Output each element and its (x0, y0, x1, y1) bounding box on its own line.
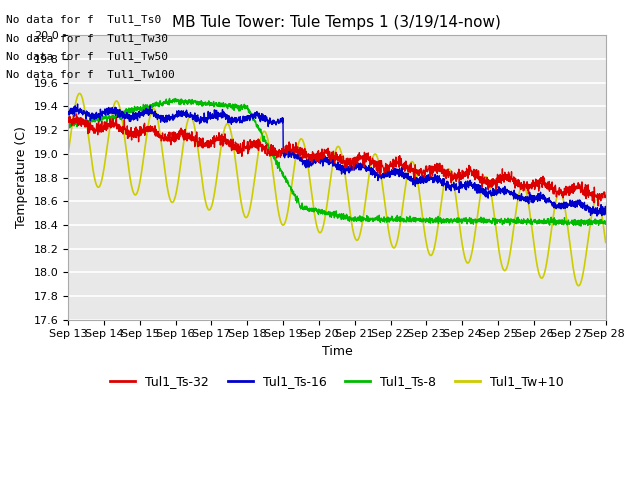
Tul1_Tw+10 (587, 219, 595, 225)
Tul1_Ts-32 (312, 151, 319, 157)
Tul1_Ts-16 (586, 204, 594, 210)
Tul1_Ts-32 (586, 191, 594, 196)
Tul1_Ts-16 (488, 190, 495, 196)
Tul1_Ts-8 (312, 205, 319, 211)
Tul1_Tw+10 (602, 240, 609, 245)
Line: Tul1_Tw+10: Tul1_Tw+10 (68, 94, 605, 286)
Tul1_Ts-8 (577, 223, 585, 229)
Tul1_Ts-16 (312, 160, 319, 166)
Tul1_Ts-16 (586, 208, 594, 214)
Tul1_Ts-16 (74, 101, 81, 107)
Tul1_Ts-16 (326, 154, 333, 159)
Tul1_Tw+10 (64, 151, 72, 156)
Tul1_Tw+10 (488, 193, 495, 199)
Title: MB Tule Tower: Tule Temps 1 (3/19/14-now): MB Tule Tower: Tule Temps 1 (3/19/14-now… (172, 15, 501, 30)
Tul1_Ts-32 (595, 203, 602, 209)
Tul1_Tw+10 (586, 221, 594, 227)
Line: Tul1_Ts-32: Tul1_Ts-32 (68, 114, 605, 206)
Tul1_Tw+10 (326, 181, 333, 187)
Tul1_Ts-32 (586, 192, 594, 198)
Tul1_Tw+10 (575, 283, 582, 288)
Tul1_Ts-8 (602, 221, 609, 227)
Tul1_Ts-16 (593, 213, 601, 219)
Tul1_Tw+10 (76, 91, 84, 96)
Tul1_Ts-16 (64, 110, 72, 116)
Text: No data for f  Tul1_Tw30: No data for f Tul1_Tw30 (6, 33, 168, 44)
Tul1_Ts-16 (602, 206, 609, 212)
Line: Tul1_Ts-8: Tul1_Ts-8 (68, 98, 605, 226)
Line: Tul1_Ts-16: Tul1_Ts-16 (68, 104, 605, 216)
Tul1_Ts-32 (602, 194, 609, 200)
Tul1_Ts-8 (587, 221, 595, 227)
Y-axis label: Temperature (C): Temperature (C) (15, 127, 28, 228)
X-axis label: Time: Time (321, 345, 352, 358)
Text: No data for f  Tul1_Tw50: No data for f Tul1_Tw50 (6, 51, 168, 62)
Tul1_Tw+10 (92, 180, 100, 186)
Text: No data for f  Tul1_Tw100: No data for f Tul1_Tw100 (6, 69, 175, 80)
Tul1_Ts-8 (488, 221, 495, 227)
Tul1_Ts-16 (92, 111, 100, 117)
Tul1_Ts-8 (166, 96, 173, 101)
Tul1_Ts-32 (73, 111, 81, 117)
Tul1_Ts-8 (64, 122, 72, 128)
Legend: Tul1_Ts-32, Tul1_Ts-16, Tul1_Ts-8, Tul1_Tw+10: Tul1_Ts-32, Tul1_Ts-16, Tul1_Ts-8, Tul1_… (105, 370, 568, 393)
Tul1_Ts-32 (64, 118, 72, 123)
Text: No data for f  Tul1_Ts0: No data for f Tul1_Ts0 (6, 14, 162, 25)
Tul1_Tw+10 (312, 217, 319, 223)
Tul1_Ts-32 (326, 153, 333, 159)
Tul1_Ts-8 (92, 115, 99, 120)
Tul1_Ts-32 (488, 180, 495, 185)
Tul1_Ts-32 (92, 129, 100, 134)
Tul1_Ts-8 (326, 214, 333, 220)
Tul1_Ts-8 (586, 219, 594, 225)
